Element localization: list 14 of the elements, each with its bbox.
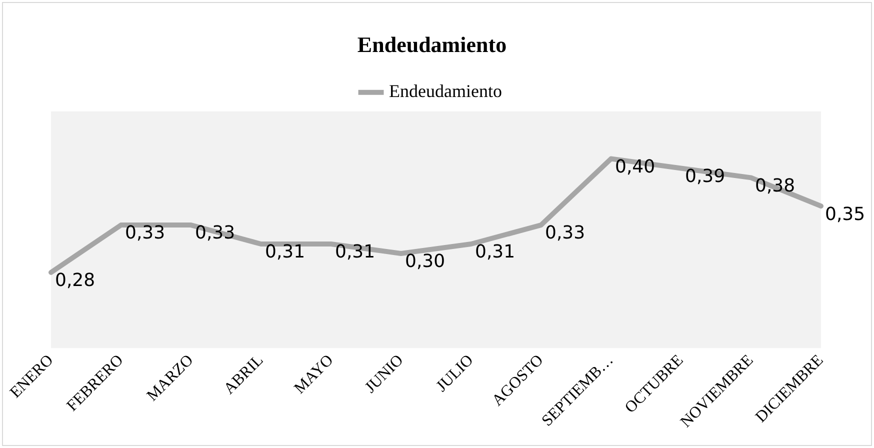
data-label: 0,33 [195,222,236,244]
legend-label: Endeudamiento [389,81,502,102]
data-label: 0,39 [685,166,726,187]
data-label: 0,33 [125,222,166,244]
data-label: 0,31 [335,242,376,263]
data-label: 0,28 [55,270,96,292]
data-label: 0,40 [615,156,656,178]
data-label: 0,31 [475,242,516,263]
chart-title: Endeudamiento [357,32,507,57]
data-label: 0,30 [405,251,446,272]
data-label: 0,31 [265,242,306,263]
data-label: 0,33 [545,222,586,244]
data-label: 0,35 [825,204,866,225]
data-label: 0,38 [755,175,796,196]
